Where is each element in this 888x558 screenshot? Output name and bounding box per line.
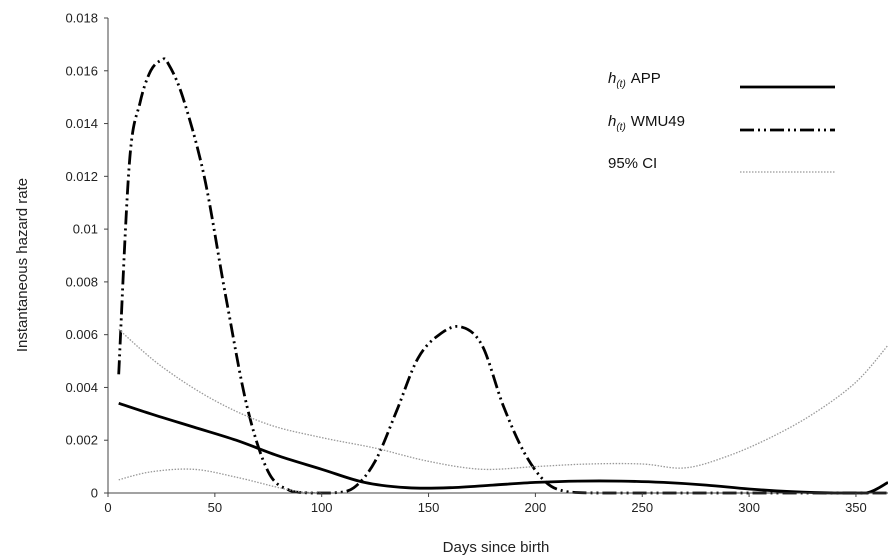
x-tick-label: 50 bbox=[208, 500, 222, 515]
y-tick-label: 0.014 bbox=[65, 116, 98, 131]
x-tick-label: 250 bbox=[631, 500, 653, 515]
plot-lines bbox=[117, 57, 888, 495]
y-axis-title: Instantaneous hazard rate bbox=[14, 178, 31, 352]
y-tick-label: 0.016 bbox=[65, 63, 98, 78]
x-tick-label: 200 bbox=[525, 500, 547, 515]
y-tick-label: 0.002 bbox=[65, 433, 98, 448]
x-tick-label: 350 bbox=[845, 500, 867, 515]
y-tick-label: 0.01 bbox=[73, 222, 98, 237]
axes: 0 50 100 150 200 250 300 350 0 0.002 0.004 0.006 0.0… bbox=[65, 11, 888, 515]
legend: h(t) APP h(t) WMU49 95% CI bbox=[608, 70, 835, 173]
legend-label: 95% CI bbox=[608, 155, 657, 172]
legend-label: h(t) APP bbox=[608, 70, 661, 90]
x-axis-title: Days since birth bbox=[443, 539, 550, 556]
x-tick-label: 150 bbox=[418, 500, 440, 515]
y-tick-label: 0.004 bbox=[65, 380, 98, 395]
y-tick-label: 0.006 bbox=[65, 327, 98, 342]
x-tick-label: 300 bbox=[738, 500, 760, 515]
x-tick-label: 100 bbox=[311, 500, 333, 515]
y-tick-label: 0 bbox=[91, 486, 98, 501]
y-tick-label: 0.012 bbox=[65, 169, 98, 184]
series-95-ci-upper-line bbox=[118, 328, 888, 471]
y-tick-label: 0.018 bbox=[65, 11, 98, 26]
legend-label: h(t) WMU49 bbox=[608, 113, 685, 133]
series-95-ci-lower-line bbox=[118, 468, 322, 494]
x-tick-label: 0 bbox=[104, 500, 111, 515]
series-app-line bbox=[118, 401, 888, 495]
series-wmu49-line bbox=[117, 57, 888, 495]
y-tick-label: 0.008 bbox=[65, 274, 98, 289]
